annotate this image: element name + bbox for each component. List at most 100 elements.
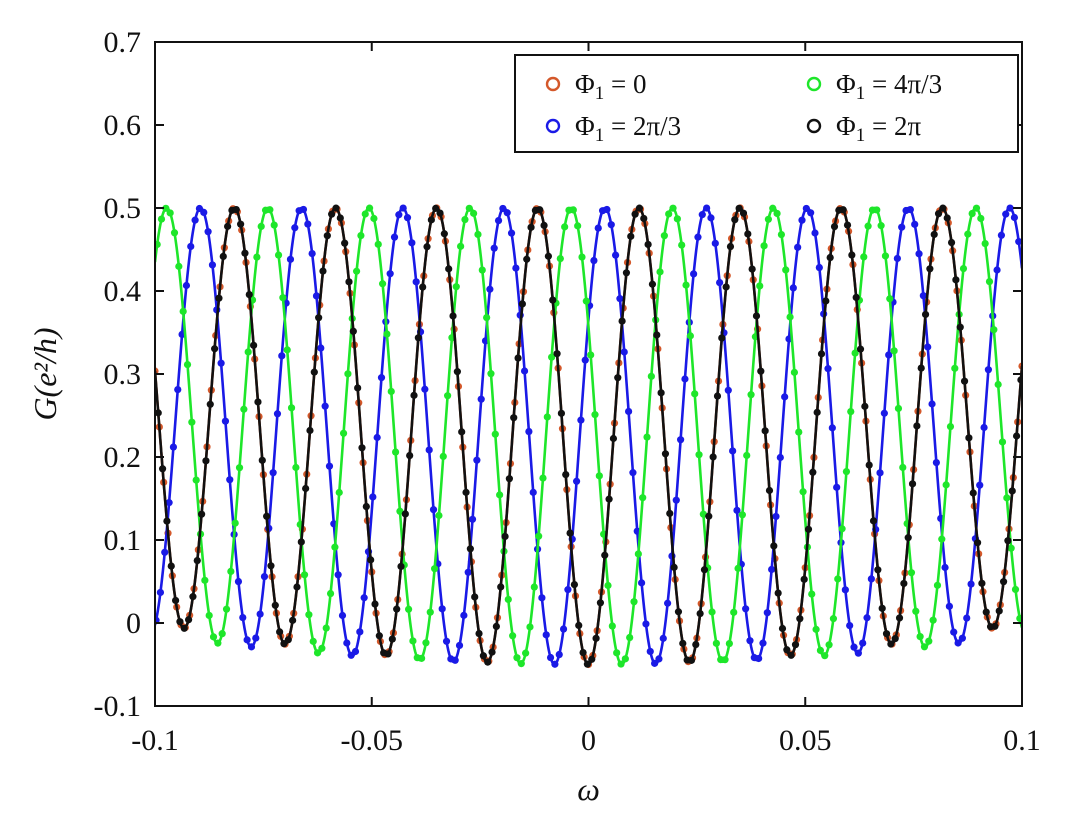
- data-point: [155, 409, 162, 417]
- data-point: [968, 209, 976, 218]
- data-point: [358, 444, 366, 452]
- legend-item: Φ1 = 2π: [806, 111, 921, 146]
- data-point: [847, 407, 855, 416]
- data-point: [1003, 494, 1011, 502]
- data-point: [406, 451, 414, 460]
- data-point: [442, 637, 451, 645]
- data-point: [718, 334, 726, 342]
- x-tick-label: 0: [581, 724, 596, 757]
- data-point: [601, 551, 609, 559]
- data-point: [475, 629, 483, 638]
- data-point: [613, 649, 621, 657]
- data-point: [677, 436, 685, 444]
- data-point: [284, 636, 292, 644]
- data-point: [457, 242, 465, 250]
- data-point: [548, 353, 556, 361]
- data-point: [678, 241, 686, 249]
- data-point: [747, 391, 755, 399]
- data-point: [473, 456, 481, 464]
- data-point: [470, 209, 478, 217]
- data-point: [161, 548, 169, 556]
- data-point: [432, 204, 440, 212]
- data-point: [978, 579, 986, 587]
- data-point: [319, 267, 327, 275]
- data-point: [412, 278, 420, 286]
- data-point: [323, 232, 331, 240]
- data-point: [852, 293, 860, 302]
- data-point: [799, 488, 807, 496]
- data-point: [952, 276, 960, 284]
- data-point: [395, 211, 403, 219]
- data-point: [426, 608, 434, 616]
- data-point: [945, 602, 953, 610]
- data-point: [890, 347, 898, 355]
- data-point: [266, 206, 274, 214]
- data-point: [920, 643, 929, 651]
- data-point: [375, 632, 383, 640]
- data-point: [1010, 213, 1019, 222]
- data-point: [800, 575, 808, 583]
- data-point: [864, 222, 872, 230]
- data-point: [221, 417, 230, 425]
- data-point: [351, 647, 360, 656]
- data-point: [648, 280, 657, 288]
- data-point: [352, 267, 361, 275]
- data-point: [386, 270, 394, 278]
- data-point: [497, 583, 505, 591]
- data-point: [263, 512, 271, 520]
- data-point: [460, 611, 468, 619]
- data-point: [425, 446, 433, 454]
- data-point: [453, 368, 461, 376]
- data-point: [276, 628, 284, 636]
- data-point: [647, 372, 655, 380]
- data-point: [514, 354, 522, 362]
- data-point: [484, 658, 492, 666]
- data-point: [653, 331, 661, 339]
- data-point: [707, 214, 715, 222]
- data-point: [315, 314, 323, 322]
- data-point: [156, 588, 165, 597]
- data-point: [783, 646, 791, 654]
- data-point: [479, 652, 487, 660]
- data-point: [969, 489, 977, 497]
- data-point: [834, 575, 842, 583]
- data-point: [247, 643, 256, 651]
- data-point: [474, 230, 482, 239]
- data-point: [811, 229, 819, 237]
- data-point: [490, 244, 498, 252]
- data-point: [300, 571, 309, 579]
- data-point: [686, 332, 694, 340]
- data-point: [465, 204, 473, 212]
- data-point: [536, 206, 544, 214]
- data-point: [167, 562, 175, 570]
- data-point: [730, 608, 738, 616]
- data-point: [570, 580, 579, 589]
- data-point: [458, 428, 466, 436]
- data-point: [592, 634, 600, 642]
- data-point: [356, 628, 364, 636]
- data-point: [722, 283, 730, 291]
- data-point: [501, 532, 509, 541]
- data-point: [789, 284, 797, 292]
- data-point: [982, 608, 990, 616]
- data-point: [579, 648, 587, 657]
- data-point: [596, 599, 605, 607]
- data-point: [735, 204, 743, 212]
- data-point: [609, 434, 618, 443]
- data-point: [917, 364, 925, 372]
- data-point: [763, 609, 771, 617]
- data-point: [930, 230, 938, 239]
- data-point: [393, 605, 401, 613]
- data-point: [734, 564, 742, 572]
- data-point: [293, 583, 301, 591]
- data-point: [517, 660, 525, 668]
- data-point: [582, 297, 590, 305]
- data-point: [371, 600, 379, 608]
- data-point: [626, 633, 634, 642]
- data-point: [711, 239, 719, 247]
- data-point: [804, 525, 813, 533]
- data-point: [271, 601, 279, 609]
- data-point: [904, 534, 912, 542]
- data-point: [738, 511, 746, 519]
